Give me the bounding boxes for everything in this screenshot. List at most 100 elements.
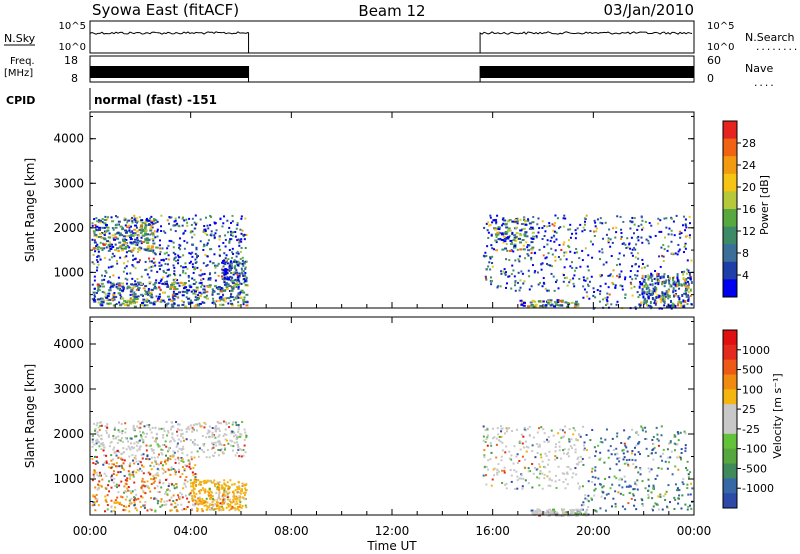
echo-cell (194, 502, 197, 505)
echo-cell (621, 486, 624, 489)
echo-cell (119, 294, 122, 297)
echo-cell (641, 289, 644, 293)
echo-cell (505, 271, 508, 274)
echo-cell (208, 273, 211, 276)
y-tick-label: 3000 (53, 382, 84, 396)
echo-cell (527, 446, 530, 449)
echo-cell (614, 236, 617, 239)
echo-cell (681, 494, 684, 497)
echo-cell (147, 223, 151, 226)
echo-cell (493, 227, 497, 230)
echo-cell (482, 425, 485, 428)
echo-cell (508, 457, 511, 460)
echo-cell (132, 241, 136, 244)
echo-cell (685, 277, 688, 281)
echo-cell (484, 429, 487, 432)
echo-cell (96, 235, 99, 238)
echo-cell (554, 303, 558, 306)
echo-cell (535, 511, 539, 514)
echo-cell (127, 445, 130, 448)
echo-cell (174, 458, 177, 461)
colorbar-tick-label: 8 (742, 247, 749, 260)
echo-cell (196, 444, 199, 447)
echo-cell (231, 276, 234, 279)
echo-cell (556, 299, 560, 302)
echo-cell (196, 296, 199, 299)
echo-cell (581, 485, 584, 488)
echo-cell (137, 497, 140, 500)
echo-cell (223, 283, 227, 286)
echo-cell (245, 483, 248, 486)
echo-cell (98, 484, 101, 487)
echo-cell (614, 286, 617, 289)
echo-cell (218, 491, 221, 494)
echo-cell (686, 294, 689, 298)
echo-cell (649, 236, 652, 239)
echo-cell (678, 297, 681, 301)
echo-cell (667, 297, 670, 300)
echo-cell (103, 242, 107, 245)
echo-cell (97, 219, 100, 222)
echo-cell (136, 236, 139, 239)
y-tick-label: 1000 (53, 472, 84, 486)
echo-cell (688, 272, 691, 276)
echo-cell (96, 255, 99, 258)
echo-cell (659, 219, 662, 222)
echo-cell (173, 220, 176, 223)
echo-cell (630, 287, 633, 290)
echo-cell (221, 486, 224, 489)
echo-cell (220, 448, 223, 451)
echo-cell (528, 222, 532, 225)
echo-cell (524, 440, 527, 443)
echo-cell (107, 236, 111, 239)
echo-cell (199, 500, 202, 503)
echo-cell (678, 494, 681, 497)
echo-cell (166, 489, 169, 492)
echo-cell (522, 446, 525, 449)
echo-cell (93, 232, 96, 235)
echo-cell (558, 243, 561, 246)
echo-cell (691, 487, 694, 490)
echo-cell (156, 472, 159, 475)
echo-cell (172, 224, 175, 227)
echo-cell (125, 238, 128, 241)
echo-cell (199, 482, 202, 485)
echo-cell (138, 216, 141, 219)
echo-cell (172, 241, 175, 244)
echo-cell (121, 440, 124, 443)
echo-cell (151, 245, 155, 248)
echo-cell (552, 229, 555, 232)
echo-cell (106, 494, 109, 497)
echo-cell (633, 488, 636, 491)
echo-cell (583, 441, 586, 444)
echo-cell (182, 232, 185, 235)
echo-cell (212, 443, 215, 446)
echo-cell (151, 461, 154, 464)
echo-cell (149, 227, 153, 230)
echo-cell (554, 450, 557, 453)
echo-cell (523, 466, 526, 469)
echo-cell (521, 455, 524, 458)
echo-cell (235, 269, 238, 272)
echo-cell (159, 247, 162, 250)
echo-cell (181, 299, 184, 302)
echo-cell (178, 216, 181, 219)
echo-cell (499, 440, 502, 443)
echo-cell (576, 303, 580, 306)
echo-cell (144, 224, 148, 227)
echo-cell (211, 262, 214, 265)
echo-cell (114, 484, 117, 487)
echo-cell (594, 221, 597, 224)
echo-cell (508, 249, 512, 252)
echo-cell (206, 297, 210, 300)
echo-cell (618, 484, 621, 487)
echo-cell (503, 272, 506, 275)
echo-cell (193, 305, 197, 308)
echo-cell (244, 431, 247, 434)
echo-cell (670, 217, 673, 220)
echo-cell (223, 277, 226, 280)
echo-cell (213, 302, 217, 305)
echo-cell (140, 464, 143, 467)
x-axis: 00:00 04:00 08:00 12:00 16:00 20:00 00:00 (73, 112, 711, 538)
echo-cell (625, 462, 628, 465)
